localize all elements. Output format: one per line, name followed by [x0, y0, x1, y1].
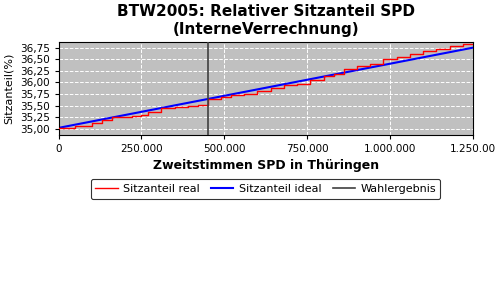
Y-axis label: Sitzanteil(%): Sitzanteil(%)	[4, 52, 14, 124]
Sitzanteil real	[195, 104, 201, 107]
X-axis label: Zweitstimmen SPD in Thüringen: Zweitstimmen SPD in Thüringen	[152, 159, 379, 172]
Sitzanteil real	[460, 42, 466, 46]
Sitzanteil real	[138, 114, 144, 118]
Sitzanteil real	[56, 127, 62, 130]
Sitzanteil real	[470, 42, 476, 46]
Legend: Sitzanteil real, Sitzanteil ideal, Wahlergebnis: Sitzanteil real, Sitzanteil ideal, Wahle…	[91, 179, 441, 199]
Sitzanteil real	[294, 83, 300, 87]
Sitzanteil real	[470, 42, 476, 46]
Title: BTW2005: Relativer Sitzanteil SPD
(InterneVerrechnung): BTW2005: Relativer Sitzanteil SPD (Inter…	[116, 4, 414, 37]
Line: Sitzanteil real: Sitzanteil real	[58, 44, 473, 128]
Sitzanteil real	[185, 104, 191, 107]
Sitzanteil real	[98, 121, 104, 124]
